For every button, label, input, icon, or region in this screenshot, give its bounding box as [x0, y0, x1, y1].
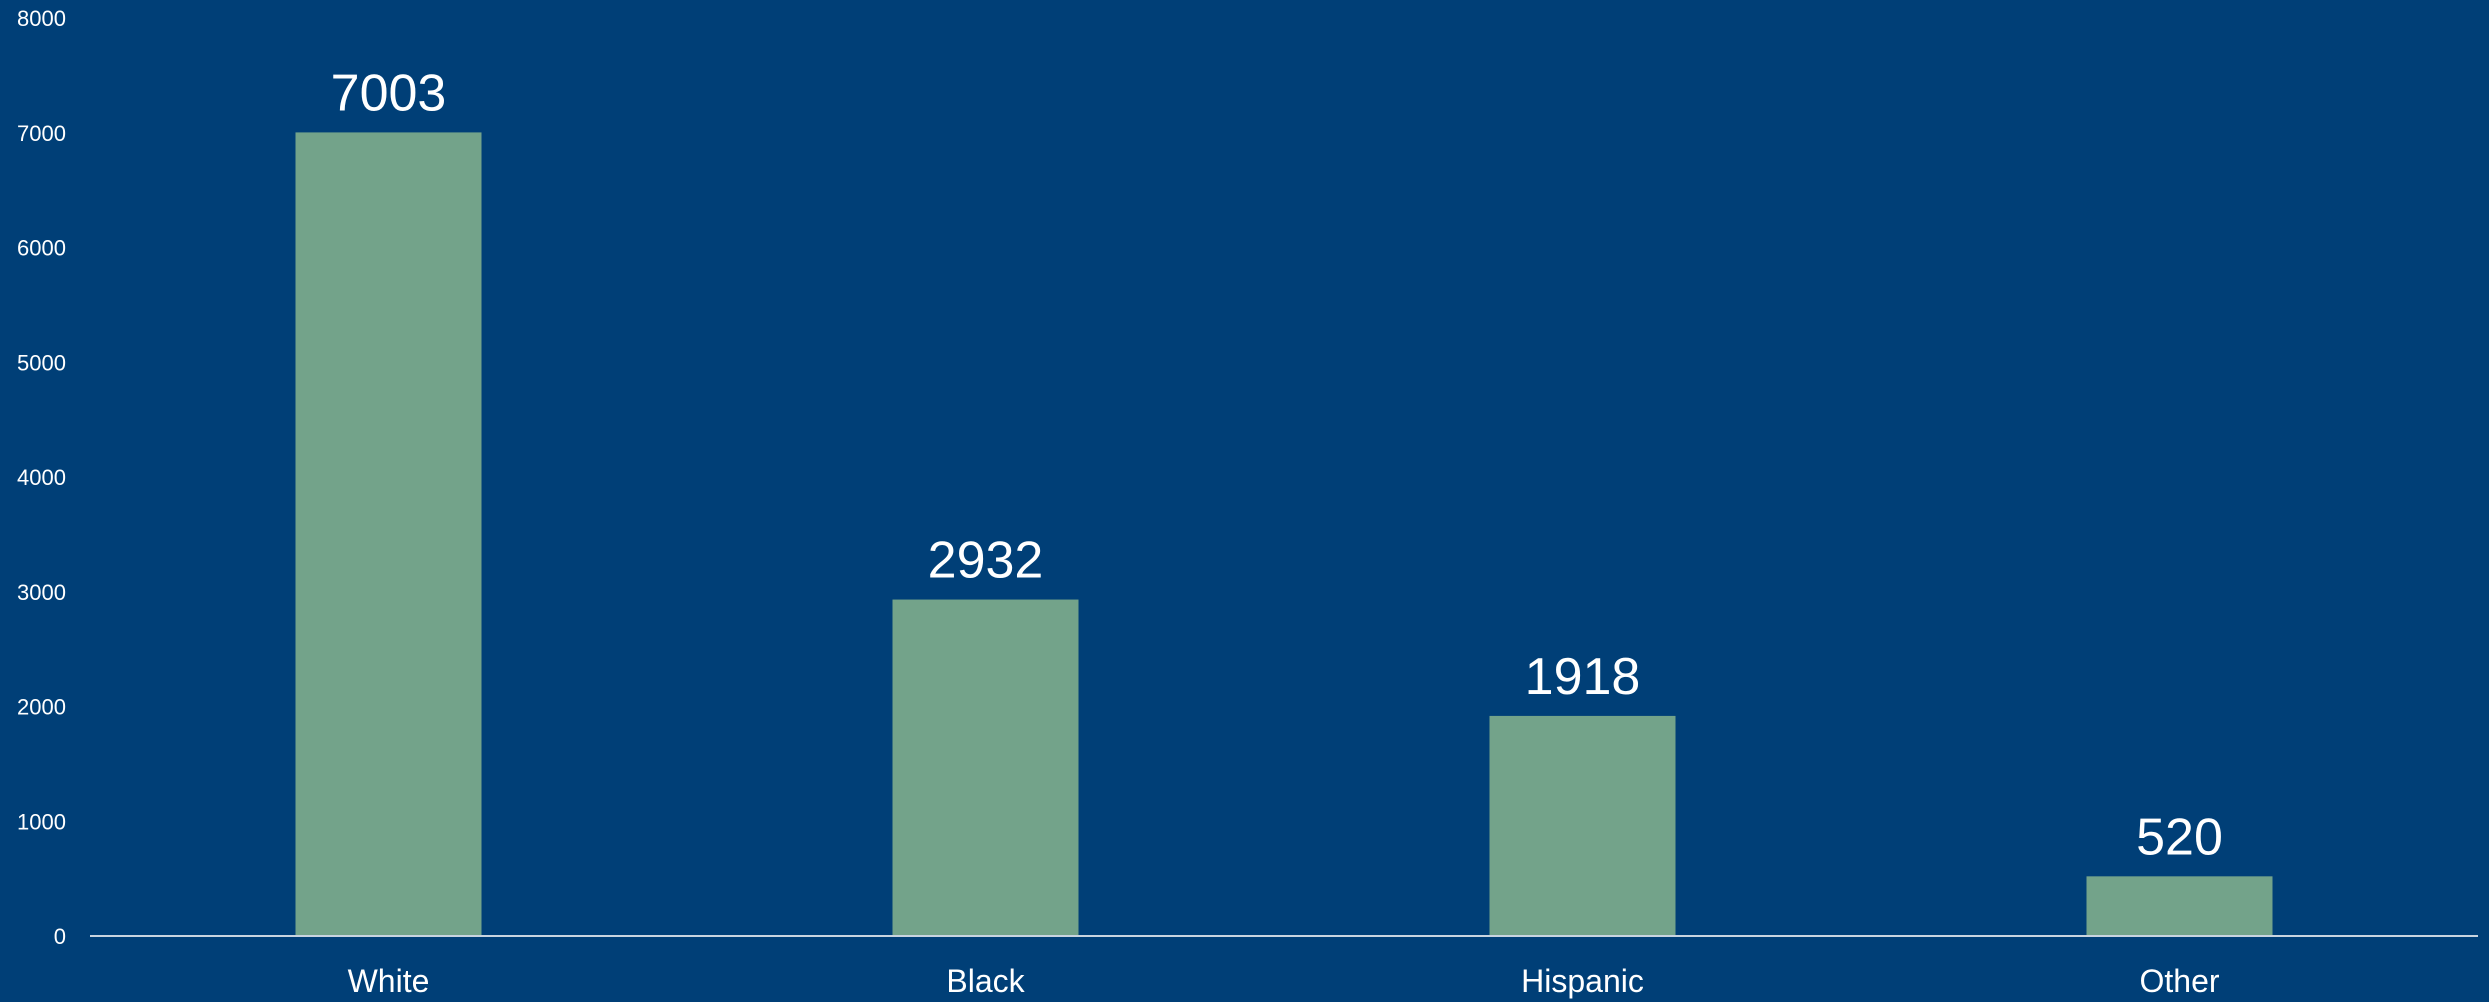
data-label: 520	[2136, 808, 2223, 866]
y-tick-label: 0	[54, 924, 66, 949]
bar-black	[892, 599, 1079, 936]
bar-white	[295, 132, 482, 936]
data-label: 1918	[1525, 648, 1641, 706]
x-tick-label: Hispanic	[1521, 963, 1644, 999]
y-tick-label: 4000	[17, 465, 66, 490]
bar-hispanic	[1489, 715, 1676, 936]
x-tick-label: Black	[946, 963, 1025, 999]
y-tick-label: 1000	[17, 809, 66, 834]
y-tick-label: 5000	[17, 350, 66, 375]
x-tick-label: White	[348, 963, 430, 999]
x-axis-labels: White Black Hispanic Other	[348, 963, 2220, 999]
y-tick-label: 3000	[17, 580, 66, 605]
y-tick-label: 6000	[17, 236, 66, 261]
bar-other	[2086, 876, 2273, 936]
data-labels: 7003 2932 1918 520	[331, 64, 2223, 866]
y-tick-label: 7000	[17, 121, 66, 146]
y-tick-label: 8000	[17, 6, 66, 31]
data-label: 2932	[928, 532, 1044, 590]
data-label: 7003	[331, 64, 447, 122]
x-tick-label: Other	[2139, 963, 2219, 999]
y-tick-label: 2000	[17, 695, 66, 720]
bars	[295, 132, 2273, 936]
y-axis-ticks: 0 1000 2000 3000 4000 5000 6000 7000 8000	[17, 6, 66, 949]
